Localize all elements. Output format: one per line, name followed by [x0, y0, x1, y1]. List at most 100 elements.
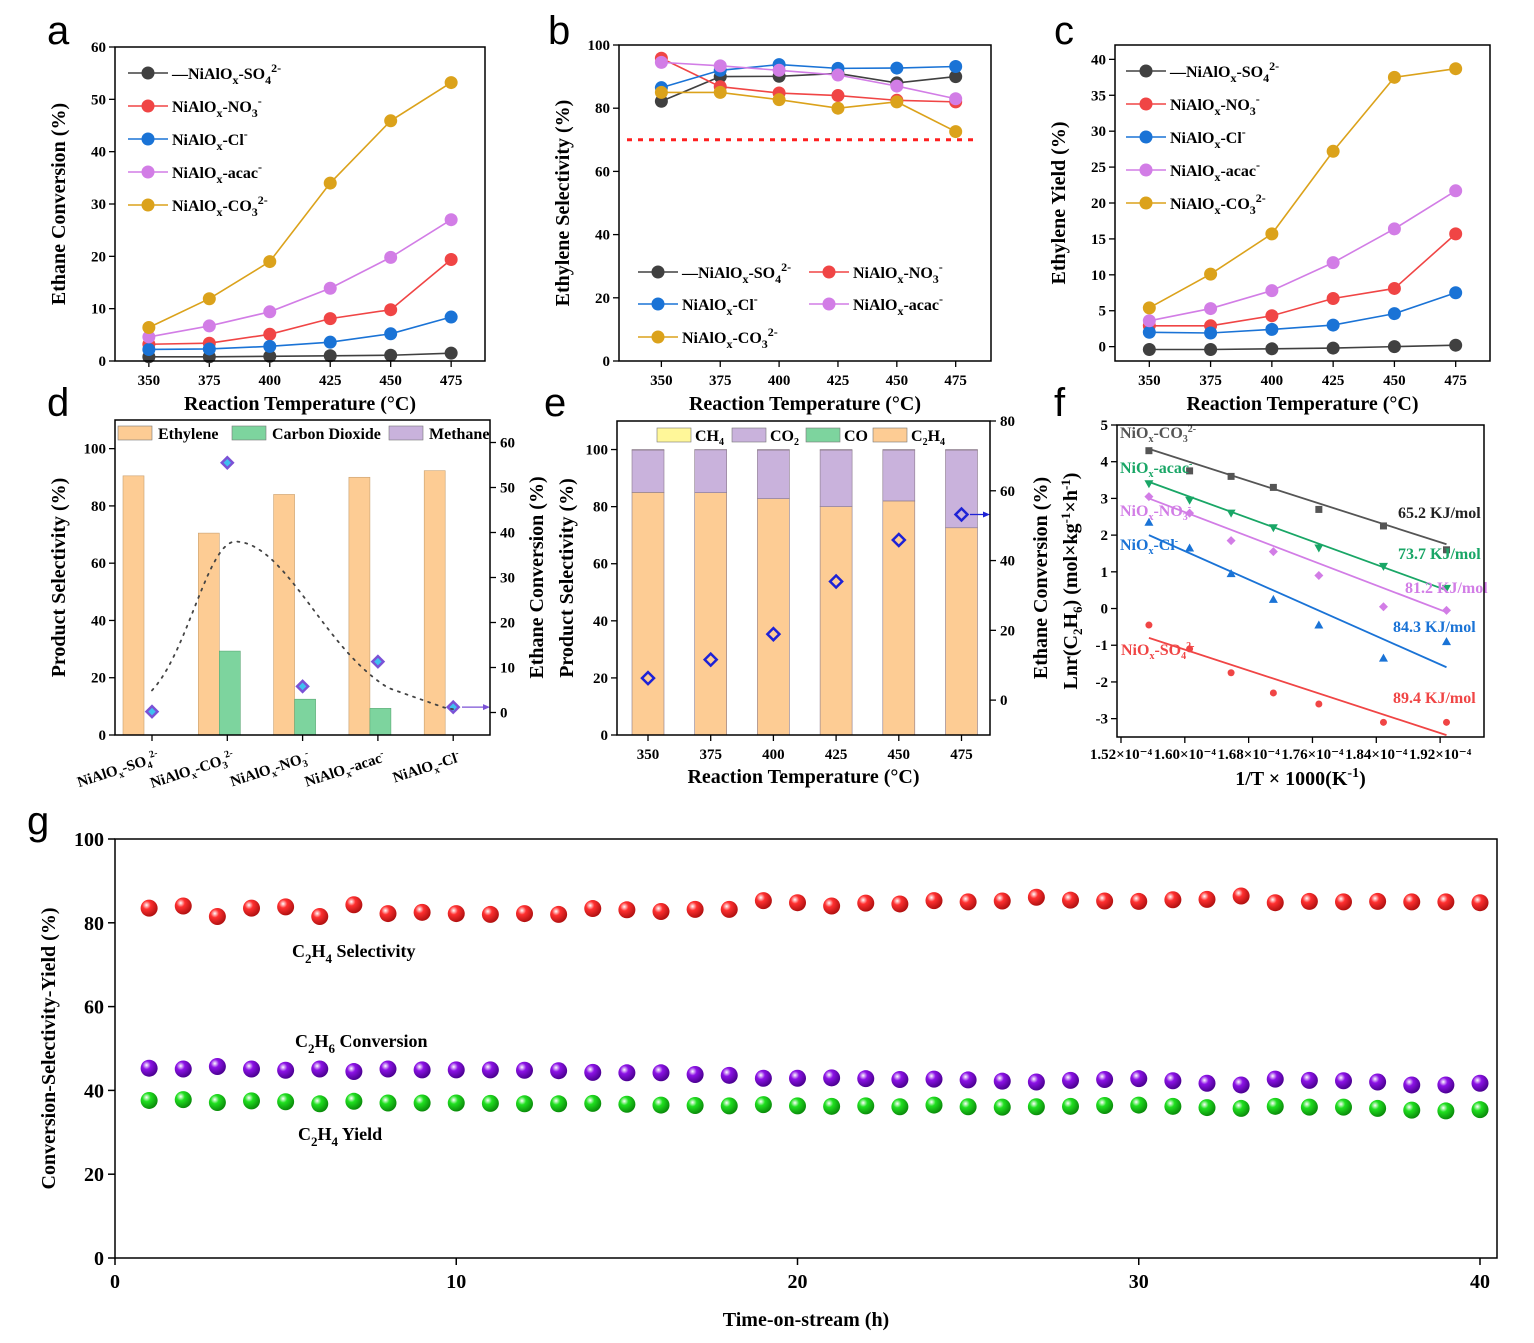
x-tick-label: 40 — [1470, 1271, 1490, 1293]
stacked-bar-segment — [945, 449, 978, 529]
fit-line — [1148, 637, 1447, 737]
data-point — [1232, 887, 1250, 905]
label-segment: - — [454, 748, 461, 759]
data-point — [1266, 1097, 1284, 1115]
label-segment: NO — [278, 752, 304, 774]
series-line — [1149, 344, 1456, 351]
label-segment: SO — [1160, 642, 1181, 659]
data-point — [174, 1091, 192, 1109]
data-point — [444, 310, 458, 324]
data-point — [949, 125, 963, 139]
label-segment: —Ni — [681, 265, 715, 282]
x-tick-label: 350 — [138, 373, 161, 389]
label-segment: K — [1332, 768, 1348, 790]
label-segment: 4 — [1181, 651, 1186, 662]
data-point — [1268, 594, 1278, 603]
legend-marker — [1139, 130, 1153, 144]
label-segment: AlO — [163, 764, 193, 787]
label-segment: 3 — [252, 205, 258, 219]
data-point — [384, 114, 398, 128]
data-point — [1130, 892, 1148, 910]
panel-f: 1.52×10⁻⁴ 1.60×10⁻⁴ 1.68×10⁻⁴ 1.76×10⁻⁴ 1.84… — [1058, 418, 1488, 790]
legend-label: —NiAlOx-SO42- — [1169, 59, 1279, 85]
data-point — [925, 1096, 943, 1114]
label-segment: AlO — [698, 330, 726, 347]
data-point — [1142, 343, 1156, 357]
y-tick-label: 20 — [84, 1164, 104, 1186]
stacked-bar-segment — [945, 449, 978, 451]
data-point — [174, 1060, 192, 1078]
label-segment: Ni — [682, 297, 699, 314]
data-point — [263, 255, 277, 269]
label-segment: 3 — [1183, 434, 1188, 445]
data-point — [618, 901, 636, 919]
series-label: NiOx-acac- — [1120, 459, 1192, 480]
data-point — [345, 1092, 363, 1110]
data-point — [1326, 341, 1340, 355]
data-point — [1403, 893, 1421, 911]
stacked-bar-segment — [882, 449, 916, 451]
legend-label: Methane — [429, 426, 489, 443]
label-segment: Lnr( — [1060, 649, 1082, 689]
data-point — [1198, 1099, 1216, 1117]
y-tick-label: 80 — [91, 499, 106, 515]
data-point — [142, 321, 156, 335]
data-point — [1387, 340, 1401, 354]
y-axis-title: Conversion-Selectivity-Yield (%) — [38, 908, 60, 1190]
data-point — [1379, 718, 1387, 726]
data-point — [1062, 1071, 1079, 1089]
label-segment: 2 — [308, 1041, 315, 1056]
stacked-bar-segment — [631, 492, 665, 736]
data-point — [1315, 700, 1323, 708]
y-tick-label: 20 — [593, 671, 608, 687]
data-point — [1369, 1073, 1387, 1091]
label-segment: - — [1153, 537, 1158, 554]
label-segment: - — [903, 297, 908, 314]
data-point — [823, 1069, 841, 1087]
data-point — [345, 896, 363, 914]
legend-label: NiAlOx-CO32- — [682, 325, 778, 351]
label-segment: SO — [754, 265, 775, 282]
series-line — [1149, 233, 1457, 327]
plot-frame — [618, 44, 992, 362]
legend-marker — [651, 297, 665, 311]
data-point — [720, 1066, 738, 1084]
axis-arrow-head — [483, 704, 490, 711]
label-segment: - — [1236, 64, 1241, 81]
label-segment: Ni — [1170, 130, 1187, 147]
stacked-bar-segment — [757, 449, 790, 451]
data-point — [1142, 325, 1156, 339]
data-point — [891, 1098, 909, 1116]
conversion-point — [370, 654, 386, 669]
label-segment: 4 — [940, 437, 945, 448]
data-point — [1130, 1096, 1148, 1114]
label-segment: NiO — [1120, 503, 1148, 520]
series-annotation: C2H4 Yield — [298, 1124, 382, 1149]
stacked-bar-segment — [757, 498, 790, 736]
y-tick-label: 30 — [91, 197, 106, 213]
label-segment: kg — [1060, 523, 1082, 544]
label-segment: - — [378, 748, 385, 759]
label-segment: 6 — [1070, 606, 1085, 613]
legend-label: NiAlOx-Cl- — [172, 127, 248, 153]
panel-c: 350 375 400 425 450 475 0 5 10 15 20 25 30 35 40 Reacti… — [1048, 52, 1467, 415]
label-segment: C — [292, 941, 305, 961]
data-point — [772, 93, 786, 107]
y-tick-label: 50 — [91, 92, 106, 108]
label-segment: - — [244, 127, 248, 141]
label-segment: x — [216, 205, 222, 219]
data-point — [789, 894, 806, 912]
data-point — [202, 342, 216, 356]
data-point — [1226, 569, 1236, 578]
data-point — [993, 1098, 1011, 1116]
y-tick-label: 80 — [595, 101, 610, 117]
legend-swatch — [231, 425, 267, 441]
series-line — [148, 258, 452, 346]
data-point — [1164, 1097, 1182, 1115]
label-segment: - — [1256, 158, 1260, 172]
data-point — [1315, 505, 1323, 513]
data-point — [1403, 1101, 1421, 1119]
legend-marker — [141, 66, 155, 80]
label-segment: H — [312, 941, 326, 961]
label-segment: - — [754, 292, 758, 306]
